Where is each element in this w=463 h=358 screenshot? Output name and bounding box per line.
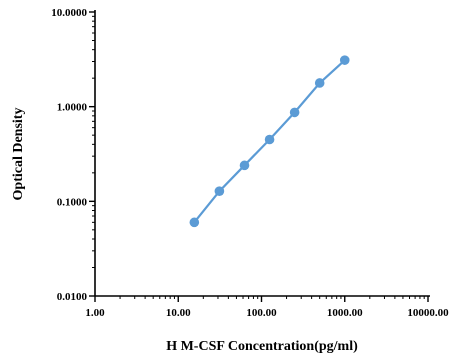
x-tick-label: 1.00 [85, 307, 105, 319]
axes [94, 10, 430, 297]
x-tick-label: 10.00 [166, 307, 191, 319]
data-point [214, 186, 225, 196]
data-point [314, 78, 325, 88]
x-tick-label: 10000.00 [407, 307, 449, 319]
y-tick-label: 0.1000 [57, 196, 88, 208]
x-tick-label: 100.00 [246, 307, 277, 319]
data-point [239, 160, 250, 171]
series-layer [189, 55, 350, 228]
ticks: 0.0100 0.1000 1.0000 10.0000 1.00 10.00 100.00… [51, 7, 449, 319]
y-tick-label: 10.0000 [51, 7, 87, 19]
data-point [264, 134, 275, 145]
data-point [189, 217, 200, 228]
y-tick-label: 0.0100 [57, 291, 88, 303]
y-axis-title: Optical Density [11, 108, 26, 201]
data-point [339, 55, 350, 65]
data-point [289, 107, 300, 118]
x-axis-title: H M-CSF Concentration(pg/ml) [166, 339, 358, 354]
y-tick-label: 1.0000 [57, 102, 88, 114]
x-tick-label: 1000.00 [327, 307, 363, 319]
